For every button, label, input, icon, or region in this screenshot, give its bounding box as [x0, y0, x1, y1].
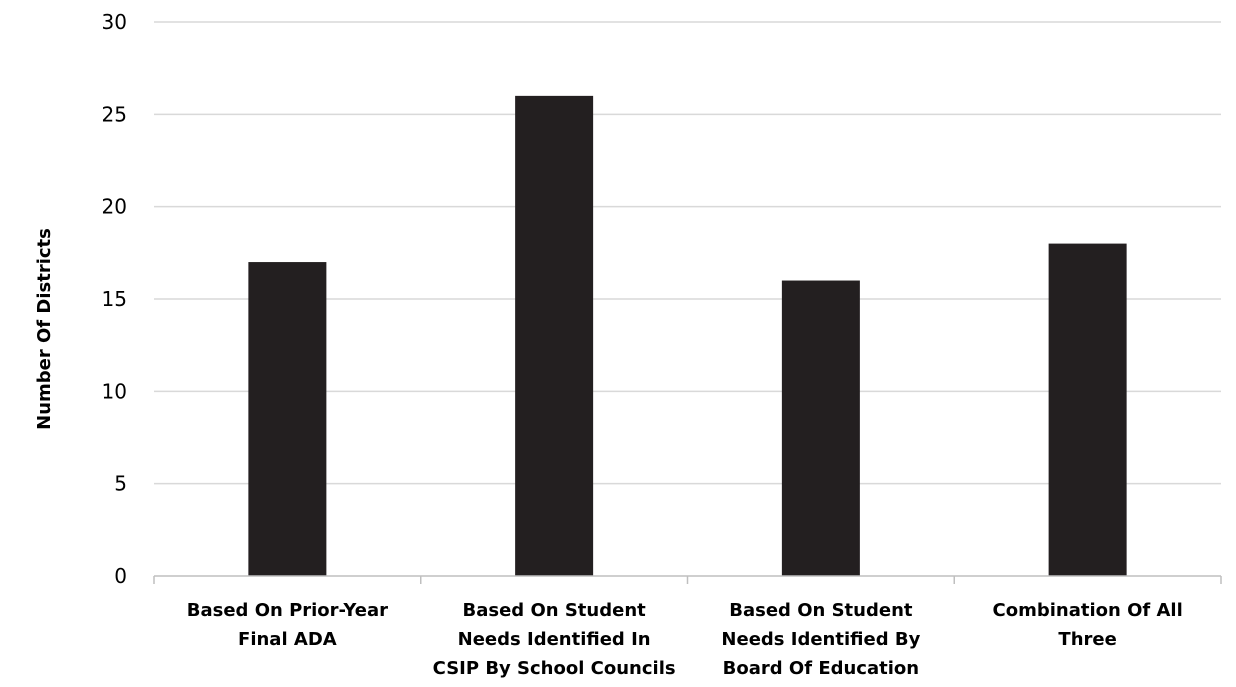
category-label-line: CSIP By School Councils — [433, 658, 676, 679]
category-label-line: Board Of Education — [723, 658, 919, 679]
category-label: Combination Of All Three — [993, 600, 1183, 650]
category-label-line: Based On Prior-Year — [187, 600, 388, 621]
y-tick-label: 5 — [114, 472, 127, 496]
category-label: Based On Prior-Year Final ADA — [187, 600, 388, 650]
y-tick-label: 10 — [102, 379, 127, 403]
category-label-line: Final ADA — [238, 629, 337, 650]
y-tick-label: 15 — [102, 287, 127, 311]
gridlines — [154, 21, 1221, 485]
category-label-line: Based On Student — [729, 600, 913, 621]
category-labels: Based On Prior-Year Final ADA Based On Stu… — [187, 600, 1183, 679]
category-label: Based On Student Needs Identified In CSIP … — [433, 600, 676, 679]
bar — [515, 95, 594, 576]
bar — [781, 280, 860, 576]
y-tick-label: 30 — [102, 10, 127, 34]
bar — [1048, 243, 1127, 576]
bar — [248, 262, 327, 576]
category-label-line: Needs Identified By — [721, 629, 920, 650]
y-axis-title: Number Of Districts — [34, 228, 55, 430]
category-label-line: Three — [1058, 629, 1116, 650]
x-axis — [153, 575, 1222, 584]
category-label-line: Based On Student — [463, 600, 647, 621]
y-tick-label: 0 — [114, 564, 127, 588]
bars — [248, 95, 1127, 576]
y-tick-label: 20 — [102, 195, 127, 219]
y-tick-label: 25 — [102, 102, 127, 126]
category-label-line: Needs Identified In — [458, 629, 651, 650]
category-label: Based On Student Needs Identified By Board… — [721, 600, 920, 679]
category-label-line: Combination Of All — [993, 600, 1183, 621]
y-tick-labels: 0 5 10 15 20 25 30 — [102, 10, 127, 588]
